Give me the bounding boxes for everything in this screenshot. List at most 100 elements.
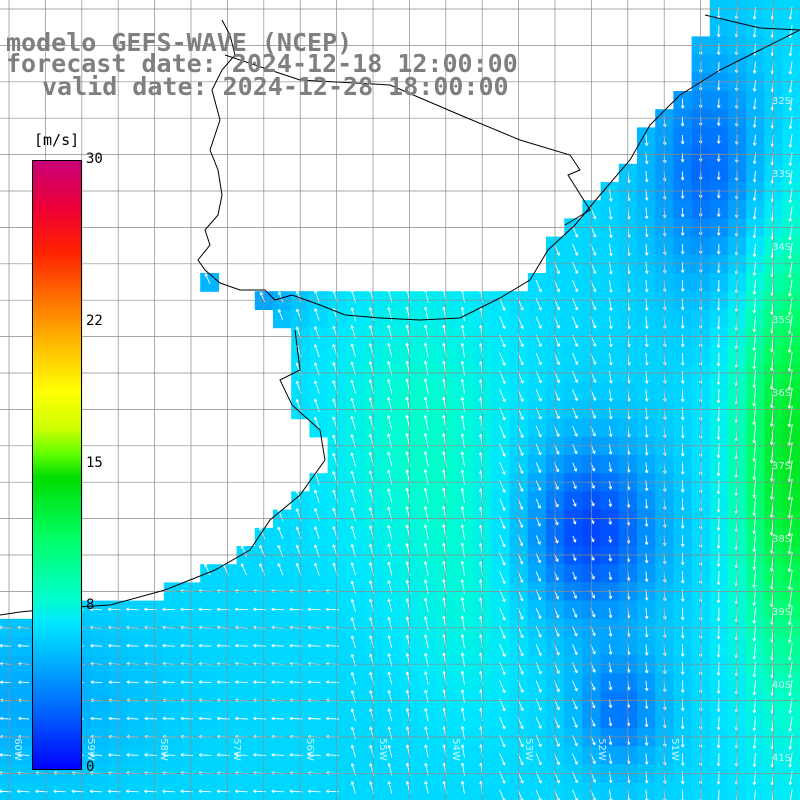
wind-arrow (535, 680, 542, 693)
wind-arrow (752, 61, 757, 74)
wind-arrow (17, 753, 30, 757)
wind-arrow (644, 644, 649, 656)
wind-arrow (752, 570, 757, 588)
wind-arrow (644, 207, 649, 219)
lat-label: 33S (772, 169, 792, 180)
wind-arrow (572, 499, 577, 507)
wind-arrow (126, 753, 139, 757)
wind-arrow (716, 280, 721, 292)
wind-arrow (235, 789, 248, 794)
wind-arrow (787, 460, 793, 483)
wind-arrow (307, 716, 321, 721)
wind-arrow (499, 389, 506, 403)
wind-arrow (644, 316, 649, 329)
wind-arrow (460, 707, 465, 722)
wind-arrow (752, 315, 757, 333)
wind-arrow (608, 207, 613, 220)
wind-arrow (460, 415, 465, 431)
wind-arrow (752, 679, 757, 696)
wind-arrow (271, 716, 285, 721)
wind-arrow (387, 598, 393, 612)
wind-arrow (608, 462, 613, 472)
wind-arrow (535, 462, 542, 474)
wind-arrow (423, 451, 429, 467)
wind-arrow (271, 753, 285, 757)
wind-arrow (608, 316, 613, 330)
wind-arrow (787, 351, 793, 372)
wind-arrow (572, 352, 579, 365)
wind-arrow (752, 606, 757, 624)
wind-arrow (126, 680, 139, 684)
wind-arrow (752, 134, 757, 146)
wind-arrow (499, 607, 506, 621)
wind-arrow (608, 535, 613, 543)
wind-arrow (460, 342, 465, 358)
wind-arrow (350, 416, 357, 431)
wind-arrow (752, 279, 757, 295)
wind-arrow (680, 352, 685, 366)
wind-arrow (387, 708, 393, 722)
colorbar-tick-label: 8 (86, 596, 95, 613)
wind-arrow (460, 524, 465, 540)
wind-arrow (644, 243, 649, 256)
coast-line (224, 54, 591, 226)
wind-arrow (162, 680, 175, 684)
wind-arrow (423, 414, 429, 431)
wind-arrow (314, 308, 320, 321)
wind-arrow (423, 306, 429, 321)
wind-arrow (18, 716, 30, 721)
wind-arrow (680, 534, 685, 547)
wind-arrow (752, 643, 757, 660)
wind-arrow (424, 781, 429, 794)
lat-label: 37S (772, 461, 792, 472)
wind-arrow (787, 387, 793, 409)
wind-arrow (162, 789, 175, 794)
wind-arrow (644, 171, 649, 183)
wind-arrow (644, 717, 649, 728)
wind-arrow (53, 789, 66, 794)
wind-arrow (644, 134, 649, 146)
wind-arrow (126, 789, 139, 794)
wind-arrow (572, 644, 578, 655)
wind-arrow (460, 634, 465, 649)
wind-arrow (350, 489, 356, 503)
wind-arrow (499, 680, 506, 694)
lat-label: 32S (772, 96, 792, 107)
wind-arrow (608, 279, 613, 293)
wind-arrow (350, 635, 356, 649)
wind-arrow (162, 607, 175, 612)
colorbar-units: [m/s] (34, 131, 80, 149)
wind-arrow (350, 307, 356, 321)
wind-arrow (90, 716, 102, 721)
wind-arrow (387, 635, 393, 649)
wind-arrow (716, 425, 721, 440)
wind-arrow (460, 597, 465, 613)
lon-label: 51W (668, 738, 680, 761)
wind-arrow (350, 708, 356, 722)
lon-label: 59W (84, 738, 96, 761)
wind-arrow (460, 487, 465, 504)
wind-arrow (90, 643, 103, 648)
wind-arrow (460, 670, 465, 685)
wind-arrow (644, 280, 649, 293)
wind-arrow (608, 608, 613, 618)
wind-arrow (499, 498, 506, 511)
lon-label: 60W (11, 738, 23, 761)
wind-arrow (752, 207, 757, 220)
wind-cell (782, 782, 800, 800)
wind-arrow (350, 525, 356, 540)
wind-arrow (680, 644, 685, 657)
wind-arrow (680, 425, 685, 439)
wind-arrow (162, 643, 175, 648)
wind-arrow (572, 608, 578, 618)
wind-arrow (752, 98, 757, 110)
lat-label: 34S (772, 242, 792, 253)
wind-arrow (198, 607, 212, 612)
wind-arrow (572, 279, 579, 293)
wind-arrow (787, 606, 793, 626)
wind-arrow (788, 752, 793, 768)
wind-arrow (572, 316, 579, 329)
wind-arrow (387, 415, 393, 431)
wind-arrow (387, 378, 393, 394)
wind-arrow (126, 643, 139, 648)
